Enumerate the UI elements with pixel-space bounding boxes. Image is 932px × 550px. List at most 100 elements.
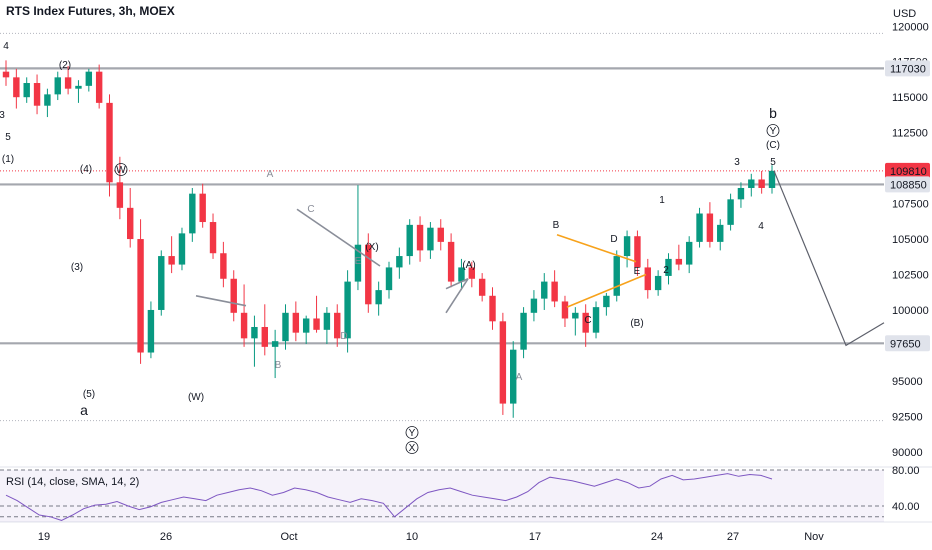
wave-label: (2) [59, 60, 71, 71]
candle [592, 301, 600, 339]
candle-body [251, 326, 258, 339]
candle-body [168, 256, 175, 265]
wave-label-text: (1) [2, 154, 14, 165]
candle-body [696, 213, 703, 242]
wave-label-text: C [307, 204, 314, 215]
candle-body [551, 281, 558, 302]
wave-label-text: 3 [0, 110, 5, 121]
wave-label: E [355, 256, 362, 267]
wave-label-text: (C) [766, 140, 780, 151]
candle [623, 230, 631, 268]
price-badge: 109810 [885, 162, 930, 179]
candle-body [292, 312, 300, 333]
candle [313, 295, 320, 333]
candle-body [447, 241, 455, 282]
wave-label-text: B [275, 360, 282, 371]
wave-label-text: 5 [5, 132, 11, 143]
projection-path [773, 170, 885, 347]
wave-label: 1 [659, 195, 665, 206]
wave-label: B [275, 360, 282, 371]
wave-label-text: 4 [758, 221, 764, 232]
candle [302, 315, 310, 345]
wave-label: 5 [5, 132, 11, 143]
price-tick-label: 115000 [892, 92, 928, 104]
price-badge-bg [885, 162, 930, 179]
candle [468, 261, 476, 288]
candle [199, 183, 206, 228]
wave-label-text: (2) [59, 60, 71, 71]
candle [685, 236, 693, 274]
candle [530, 290, 538, 322]
price-badge-bg [885, 176, 930, 193]
candle-body [220, 253, 227, 279]
wave-label-circle [766, 124, 780, 137]
candle-body [365, 244, 372, 305]
annotation-line [296, 208, 381, 267]
price-axis-panel [884, 0, 932, 550]
candle-body [665, 258, 672, 276]
candle [654, 270, 662, 296]
candle [334, 304, 341, 347]
wave-label: A [267, 169, 274, 180]
candle [44, 88, 51, 118]
candle-body [603, 295, 610, 308]
wave-label-text: D [340, 331, 347, 342]
wave-label: b [769, 105, 777, 121]
candle-body [561, 301, 569, 319]
price-badge-bg [885, 335, 930, 352]
time-tick-label: 10 [406, 531, 418, 543]
candle-body [582, 312, 589, 333]
rsi-line [5, 473, 773, 521]
chart-title: RTS Index Futures, 3h, MOEX [6, 4, 175, 18]
candle-body [416, 224, 424, 251]
price-badge-bg [885, 60, 930, 77]
candle [489, 287, 496, 330]
candle-body [178, 233, 186, 265]
candle-body [116, 182, 124, 208]
annotation-line [195, 294, 247, 307]
candle-body [427, 227, 434, 251]
candle [510, 341, 517, 418]
candle [365, 233, 372, 313]
triangle-lower-line [566, 273, 647, 308]
annotation-line [445, 278, 469, 314]
candle-body [106, 102, 113, 183]
candle-body [85, 71, 93, 86]
candle-body [572, 312, 579, 319]
candle-body [396, 256, 403, 268]
time-tick-label: Nov [804, 531, 824, 543]
candle-body [541, 281, 548, 299]
candle [168, 236, 175, 274]
candle-body [334, 312, 341, 339]
candle-body [510, 349, 517, 404]
candle [282, 304, 289, 350]
candle [158, 250, 165, 316]
wave-label: 3 [0, 110, 5, 121]
candle [251, 315, 258, 367]
candle-body [137, 239, 144, 353]
candle [137, 219, 144, 364]
time-tick-label: Oct [280, 531, 297, 543]
candle-body [654, 275, 662, 291]
rsi-band [0, 470, 884, 522]
price-tick-label: 90000 [892, 447, 923, 459]
candle [385, 261, 393, 299]
candle-body [675, 258, 683, 265]
candle [696, 207, 703, 248]
wave-label: 2 [663, 265, 669, 276]
wave-label: 3 [734, 157, 740, 168]
rsi-label: RSI (14, close, SMA, 14, 2) [6, 476, 140, 488]
price-badge-label: 117030 [890, 63, 926, 75]
wave-label: 4 [758, 221, 764, 232]
wave-label: C [584, 315, 591, 326]
price-tick-label: 95000 [892, 376, 923, 388]
candle-body [313, 318, 320, 330]
wave-label: (W) [188, 392, 204, 403]
wave-label-text: E [634, 266, 641, 277]
candle-body [468, 267, 476, 279]
candle [406, 219, 413, 265]
candle [271, 329, 279, 379]
candle [344, 270, 351, 353]
currency-label: USD [893, 8, 916, 20]
